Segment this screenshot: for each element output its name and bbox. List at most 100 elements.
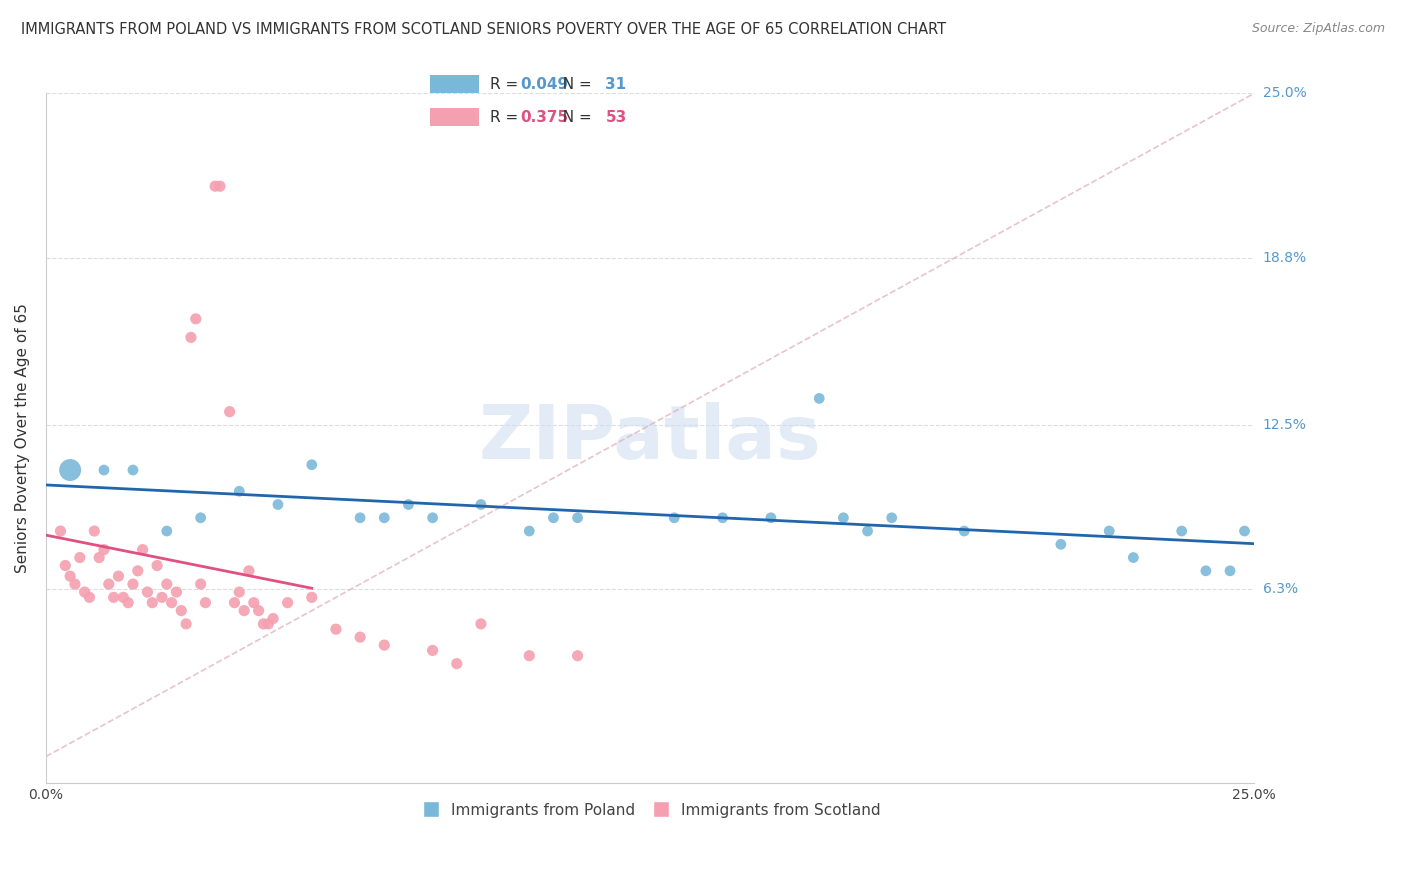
Point: [190, 577, 212, 591]
Point: [808, 392, 831, 406]
Bar: [430, 76, 479, 93]
Point: [243, 596, 266, 610]
Point: [89, 550, 111, 565]
Point: [567, 510, 589, 524]
Point: [131, 542, 153, 557]
Point: [349, 630, 371, 644]
Point: [73, 585, 96, 599]
Point: [122, 577, 145, 591]
Point: [127, 564, 149, 578]
Point: [711, 510, 734, 524]
Point: [146, 558, 169, 573]
Point: [470, 616, 492, 631]
Point: [228, 484, 250, 499]
Point: [228, 585, 250, 599]
Point: [83, 524, 105, 538]
Point: [190, 510, 212, 524]
Point: [208, 179, 231, 194]
Point: [1195, 564, 1218, 578]
Text: R =: R =: [491, 110, 523, 125]
Point: [117, 596, 139, 610]
Point: [156, 577, 179, 591]
Point: [59, 569, 82, 583]
Text: 0.049: 0.049: [520, 77, 568, 92]
Point: [325, 622, 347, 636]
Text: Source: ZipAtlas.com: Source: ZipAtlas.com: [1251, 22, 1385, 36]
Text: N =: N =: [554, 110, 598, 125]
Point: [1219, 564, 1241, 578]
Point: [880, 510, 903, 524]
Point: [180, 330, 202, 344]
Point: [373, 510, 395, 524]
Text: IMMIGRANTS FROM POLAND VS IMMIGRANTS FROM SCOTLAND SENIORS POVERTY OVER THE AGE : IMMIGRANTS FROM POLAND VS IMMIGRANTS FRO…: [21, 22, 946, 37]
Point: [517, 648, 540, 663]
Text: 53: 53: [606, 110, 627, 125]
Point: [277, 596, 299, 610]
Point: [53, 558, 76, 573]
Point: [1233, 524, 1256, 538]
Y-axis label: Seniors Poverty Over the Age of 65: Seniors Poverty Over the Age of 65: [15, 303, 30, 574]
Point: [170, 604, 193, 618]
Point: [122, 463, 145, 477]
Point: [224, 596, 246, 610]
Point: [349, 510, 371, 524]
Point: [247, 604, 270, 618]
Point: [1170, 524, 1192, 538]
Point: [238, 564, 260, 578]
Bar: [430, 109, 479, 126]
Point: [267, 498, 290, 512]
Point: [759, 510, 782, 524]
Point: [160, 596, 183, 610]
Point: [204, 179, 226, 194]
Point: [112, 591, 135, 605]
Point: [517, 524, 540, 538]
Point: [446, 657, 468, 671]
Point: [470, 498, 492, 512]
Point: [174, 616, 197, 631]
Point: [194, 596, 217, 610]
Point: [257, 616, 280, 631]
Point: [396, 498, 419, 512]
Point: [301, 591, 323, 605]
Point: [262, 611, 284, 625]
Text: 0.375: 0.375: [520, 110, 568, 125]
Text: N =: N =: [554, 77, 598, 92]
Point: [107, 569, 129, 583]
Point: [1122, 550, 1144, 565]
Text: 6.3%: 6.3%: [1263, 582, 1298, 597]
Text: 18.8%: 18.8%: [1263, 251, 1306, 265]
Point: [664, 510, 686, 524]
Point: [1050, 537, 1073, 551]
Text: R =: R =: [491, 77, 523, 92]
Point: [301, 458, 323, 472]
Point: [150, 591, 173, 605]
Point: [233, 604, 256, 618]
Point: [953, 524, 976, 538]
Point: [567, 648, 589, 663]
Point: [543, 510, 565, 524]
Point: [856, 524, 879, 538]
Point: [103, 591, 125, 605]
Point: [156, 524, 179, 538]
Point: [832, 510, 855, 524]
Text: 25.0%: 25.0%: [1263, 87, 1306, 101]
Point: [69, 550, 91, 565]
Text: ZIPatlas: ZIPatlas: [479, 401, 821, 475]
Legend: Immigrants from Poland, Immigrants from Scotland: Immigrants from Poland, Immigrants from …: [413, 797, 886, 823]
Point: [218, 405, 240, 419]
Text: 31: 31: [606, 77, 627, 92]
Point: [422, 510, 444, 524]
Point: [141, 596, 163, 610]
Point: [49, 524, 72, 538]
Point: [93, 542, 115, 557]
Point: [59, 463, 82, 477]
Point: [97, 577, 120, 591]
Point: [184, 311, 207, 326]
Point: [373, 638, 395, 652]
Point: [1098, 524, 1121, 538]
Point: [63, 577, 86, 591]
Point: [252, 616, 274, 631]
Point: [166, 585, 188, 599]
Point: [93, 463, 115, 477]
Point: [422, 643, 444, 657]
